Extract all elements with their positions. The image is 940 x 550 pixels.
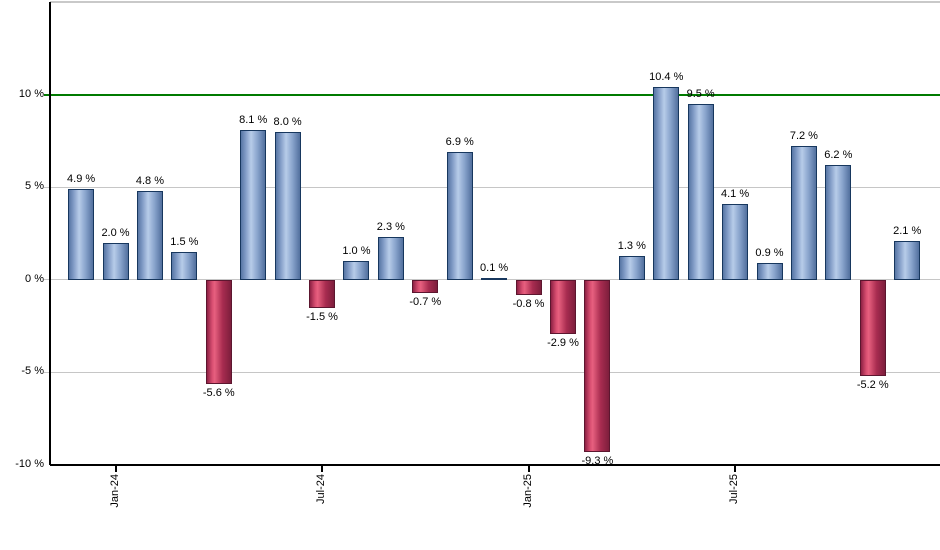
bar	[343, 261, 370, 280]
bar-value-label: 2.3 %	[376, 221, 405, 234]
bar-value-label: 1.3 %	[617, 239, 646, 252]
bar-value-label: -0.7 %	[409, 295, 442, 308]
bar-value-label: 1.5 %	[170, 236, 199, 249]
bar	[136, 190, 163, 280]
bar-value-label: 4.9 %	[67, 173, 96, 186]
x-tick-label: Jul-25	[728, 474, 741, 504]
y-tick-label: -10 %	[15, 458, 44, 470]
plot-top-border	[50, 1, 940, 3]
bar	[549, 279, 576, 334]
bar	[790, 146, 817, 280]
bar	[412, 279, 439, 293]
y-tick-label: 10 %	[18, 87, 44, 100]
bar-value-label: -9.3 %	[581, 455, 614, 468]
bar	[618, 255, 645, 280]
bar-value-label: 8.0 %	[273, 115, 302, 128]
bar-value-label: -5.2 %	[856, 379, 889, 392]
bar	[584, 279, 611, 453]
x-tick	[114, 466, 117, 472]
x-tick	[734, 466, 737, 472]
bar	[68, 189, 95, 280]
bar-value-label: 9.5 %	[686, 87, 715, 100]
bar	[102, 242, 129, 280]
bar-value-label: 4.8 %	[135, 174, 164, 187]
bar-value-label: -0.8 %	[512, 297, 545, 310]
bar	[309, 279, 336, 308]
y-axis-line	[49, 2, 51, 465]
bar-value-label: 10.4 %	[649, 71, 684, 84]
bar	[756, 263, 783, 280]
bar	[446, 152, 473, 280]
bar	[825, 164, 852, 280]
bar-value-label: 7.2 %	[789, 130, 818, 143]
bar	[515, 279, 542, 295]
y-tick-label: 0 %	[25, 272, 44, 285]
bar-value-label: 8.1 %	[239, 113, 268, 126]
bar	[205, 279, 232, 384]
gridline	[44, 186, 940, 188]
bar-value-label: 2.1 %	[893, 224, 922, 237]
bar	[481, 277, 508, 280]
bar	[722, 203, 749, 280]
x-tick-label: Jul-24	[315, 474, 328, 504]
bar-value-label: -2.9 %	[547, 336, 579, 349]
bar-value-label: 6.9 %	[445, 136, 474, 148]
reference-line-10pct	[44, 93, 940, 96]
bar-value-label: -5.6 %	[202, 386, 235, 399]
bar	[859, 279, 886, 377]
x-tick-label: Jan-24	[108, 474, 121, 508]
x-axis-line	[50, 464, 940, 466]
y-tick-label: -5 %	[21, 365, 44, 378]
bar-value-label: 1.0 %	[342, 245, 371, 258]
x-tick	[527, 466, 530, 472]
bar	[894, 240, 921, 280]
bar	[653, 87, 680, 280]
gridline	[44, 371, 940, 373]
bar	[274, 131, 301, 280]
bar	[687, 103, 714, 280]
bar-value-label: -1.5 %	[306, 310, 338, 323]
bar-value-label: 6.2 %	[824, 148, 853, 161]
bar	[240, 129, 267, 280]
y-tick-label: 5 %	[25, 180, 44, 193]
bar	[377, 237, 404, 280]
x-tick-label: Jan-25	[521, 474, 534, 508]
bar	[171, 252, 198, 280]
bar-value-label: 4.1 %	[721, 187, 750, 200]
bar-value-label: 2.0 %	[101, 226, 130, 239]
x-tick	[321, 466, 324, 472]
bar-value-label: 0.1 %	[480, 261, 509, 274]
bar-value-label: 0.9 %	[755, 247, 784, 260]
